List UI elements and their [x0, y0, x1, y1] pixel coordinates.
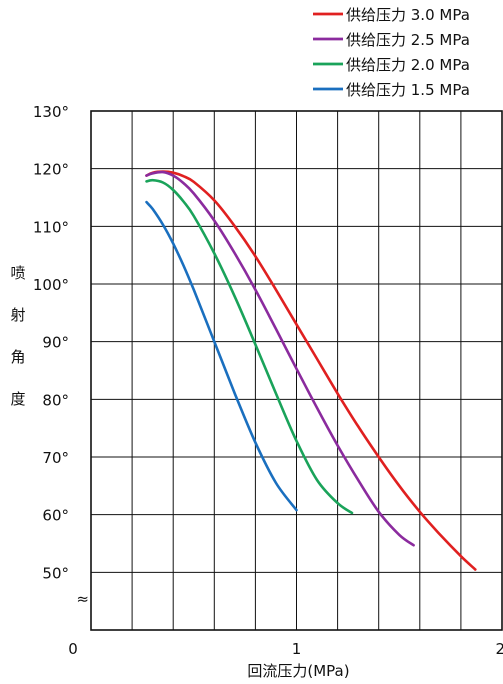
- y-axis-label-char: 角: [10, 348, 25, 366]
- series-layer: [145, 170, 477, 571]
- y-tick-label: 90°: [42, 334, 69, 352]
- legend: 供给压力 3.0 MPa 供给压力 2.5 MPa 供给压力 2.0 MPa 供给压力…: [313, 6, 470, 99]
- y-tick-label: 50°: [42, 564, 69, 582]
- legend-label-3: 供给压力 2.0 MPa: [346, 56, 470, 74]
- y-tick-label: 110°: [33, 218, 69, 236]
- x-tick-label: 1: [292, 640, 302, 658]
- series-line-4: [145, 200, 298, 512]
- y-tick-label: 120°: [33, 161, 69, 179]
- series-line-3: [145, 178, 354, 515]
- x-axis-ticks: 0 1 2: [68, 640, 503, 658]
- axis-break-mark: ≈: [76, 590, 89, 608]
- y-tick-label: 100°: [33, 276, 69, 294]
- y-tick-label: 130°: [33, 103, 69, 121]
- axis-break: ≈: [76, 590, 89, 608]
- y-tick-label: 70°: [42, 449, 69, 467]
- y-tick-label: 80°: [42, 391, 69, 409]
- legend-label-2: 供给压力 2.5 MPa: [346, 31, 470, 49]
- legend-label-4: 供给压力 1.5 MPa: [346, 81, 470, 99]
- series-line-1: [145, 170, 477, 571]
- y-axis-label-char: 射: [10, 306, 25, 324]
- x-tick-label: 0: [68, 640, 78, 658]
- x-tick-label: 2: [495, 640, 503, 658]
- legend-label-1: 供给压力 3.0 MPa: [346, 6, 470, 24]
- y-tick-label: 60°: [42, 507, 69, 525]
- y-axis-ticks: 50° 60° 70° 80° 90° 100° 110° 120° 130°: [33, 103, 69, 582]
- y-axis-label-char: 度: [10, 390, 25, 408]
- series-line-2: [145, 170, 415, 547]
- y-axis-label-char: 喷: [10, 264, 25, 282]
- grid: [91, 111, 502, 630]
- x-axis-label: 回流压力(MPa): [247, 662, 349, 680]
